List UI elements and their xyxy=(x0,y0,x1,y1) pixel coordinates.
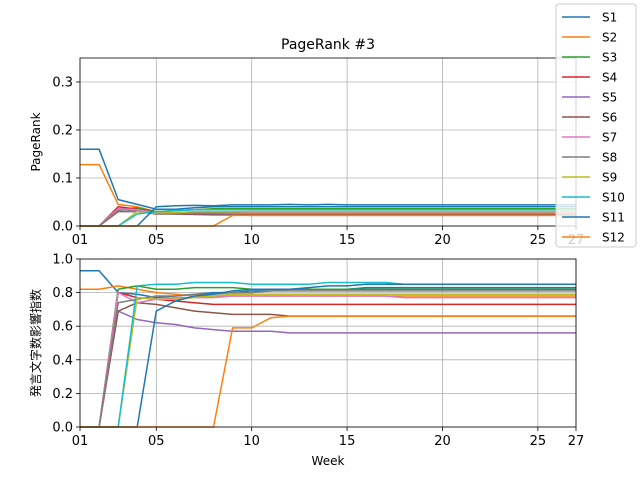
influence-index-x-tick-label: 15 xyxy=(339,434,356,449)
pagerank-y-axis-label: PageRank xyxy=(29,112,43,171)
legend-label-s7: S7 xyxy=(602,131,617,145)
influence-index-line-s5 xyxy=(80,310,576,428)
influence-index-line-s3 xyxy=(80,285,576,428)
legend-label-s9: S9 xyxy=(602,171,617,185)
x-axis-label-week: Week xyxy=(312,454,345,468)
pagerank-line-s10 xyxy=(80,208,576,227)
pagerank-y-tick-label: 0.3 xyxy=(52,76,73,91)
pagerank-y-tick-label: 0.0 xyxy=(52,220,73,235)
influence-index-ticks: 01 05 10 15 20 25 27 0.0 0.2 0.4 0.6 0.8 1.0 xyxy=(52,253,584,450)
pagerank-x-tick-label: 20 xyxy=(434,233,451,248)
legend-label-s1: S1 xyxy=(602,11,617,25)
influence-index-axes: 01 05 10 15 20 25 27 0.0 0.2 0.4 0.6 0.8 1.0 Week 発言… xyxy=(28,253,584,469)
influence-index-y-axis-label: 発言文字数影響指数 xyxy=(28,289,43,397)
legend-box xyxy=(555,3,637,248)
legend-label-s10: S10 xyxy=(602,191,625,205)
influence-index-x-tick-label: 01 xyxy=(72,434,89,449)
pagerank-line-s1 xyxy=(80,148,576,210)
influence-index-axes-frame xyxy=(79,258,577,428)
influence-index-line-s8 xyxy=(80,290,576,428)
influence-index-y-tick-label: 0.8 xyxy=(52,286,73,301)
pagerank-x-tick-label: 10 xyxy=(243,233,260,248)
legend: S1 S2 S3 S4 S5 S6 S7 S8 S9 S10 S11 S12 xyxy=(555,3,637,248)
legend-label-s3: S3 xyxy=(602,51,617,65)
influence-index-y-tick-label: 0.2 xyxy=(52,387,73,402)
pagerank-x-tick-label: 01 xyxy=(72,233,89,248)
pagerank-x-tick-label: 15 xyxy=(339,233,356,248)
legend-label-s12: S12 xyxy=(602,231,625,245)
influence-index-x-tick-label: 27 xyxy=(568,434,585,449)
influence-index-y-tick-label: 0.6 xyxy=(52,320,73,335)
legend-label-s5: S5 xyxy=(602,91,617,105)
pagerank-x-tick-label: 05 xyxy=(148,233,165,248)
pagerank-y-tick-label: 0.1 xyxy=(52,172,73,187)
influence-index-y-tick-label: 0.0 xyxy=(52,421,73,436)
influence-index-x-tick-label: 05 xyxy=(148,434,165,449)
pagerank-series-lines xyxy=(80,148,576,227)
pagerank-line-s9 xyxy=(80,210,576,227)
legend-entries: S1 S2 S3 S4 S5 S6 S7 S8 S9 S10 S11 S12 xyxy=(562,11,625,245)
legend-label-s11: S11 xyxy=(602,211,625,225)
pagerank-y-tick-label: 0.2 xyxy=(52,124,73,139)
legend-label-s4: S4 xyxy=(602,71,617,85)
influence-index-y-tick-label: 1.0 xyxy=(52,253,73,268)
influence-index-x-tick-label: 10 xyxy=(243,434,260,449)
pagerank-line-s11 xyxy=(80,203,576,227)
pagerank-x-tick-label: 25 xyxy=(530,233,547,248)
influence-index-y-tick-label: 0.4 xyxy=(52,353,73,368)
legend-label-s8: S8 xyxy=(602,151,617,165)
influence-index-line-s9 xyxy=(80,293,576,428)
influence-index-line-s11 xyxy=(80,283,576,428)
pagerank-chart-title: PageRank #3 xyxy=(281,37,375,53)
influence-index-x-tick-label: 25 xyxy=(530,434,547,449)
legend-label-s6: S6 xyxy=(602,111,617,125)
influence-index-x-tick-label: 20 xyxy=(434,434,451,449)
legend-label-s2: S2 xyxy=(602,31,617,45)
